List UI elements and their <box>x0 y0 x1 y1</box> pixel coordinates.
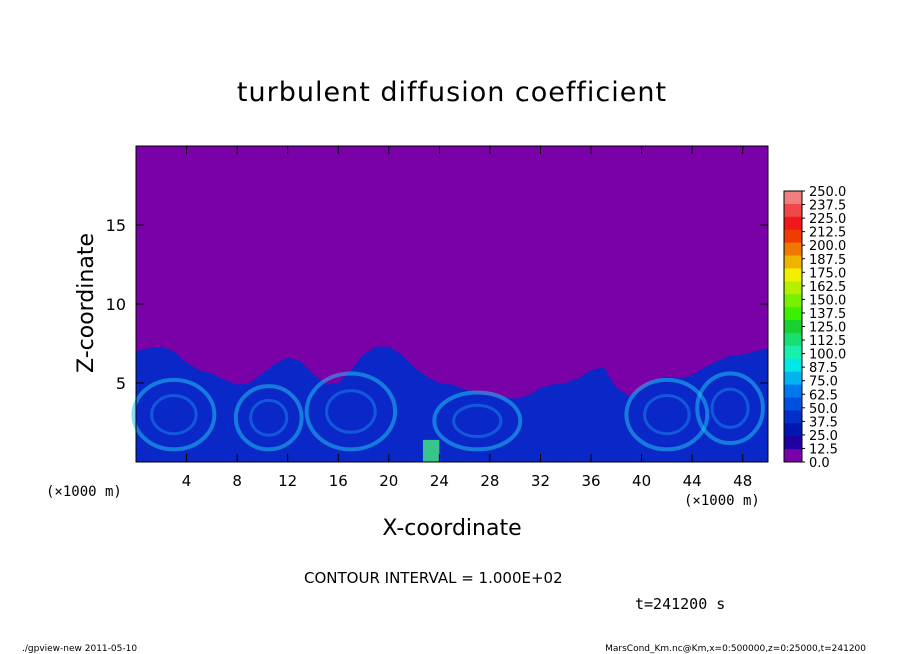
footer-right: MarsCond_Km.nc@Km,x=0:500000,z=0:25000,t… <box>605 644 866 654</box>
colorbar-swatch <box>784 449 802 463</box>
colorbar-label: 175.0 <box>809 266 846 281</box>
colorbar-label: 150.0 <box>809 293 846 308</box>
swirl-band <box>304 371 398 452</box>
y-tick-label: 10 <box>106 295 126 314</box>
x-tick-label: 12 <box>278 472 297 490</box>
colorbar-swatch <box>784 358 802 373</box>
time-label: t=241200 s <box>635 595 725 613</box>
colorbar-label: 237.5 <box>809 199 846 214</box>
colorbar-label: 37.5 <box>809 415 838 430</box>
colorbar-label: 250.0 <box>809 185 846 200</box>
x-tick-label: 40 <box>632 472 651 490</box>
chart-title: turbulent diffusion coefficient <box>237 77 667 108</box>
colorbar-swatch <box>784 229 802 244</box>
colorbar-label: 25.0 <box>809 429 838 444</box>
swirl-band <box>249 398 289 437</box>
colorbar-label: 75.0 <box>809 375 838 390</box>
colorbar-swatch <box>784 384 802 398</box>
colorbar-label: 12.5 <box>809 442 838 457</box>
colorbar-swatch <box>784 281 802 295</box>
colorbar-label: 87.5 <box>809 361 838 376</box>
colorbar-label: 212.5 <box>809 226 846 241</box>
colorbar-swatch <box>784 255 802 269</box>
swirl-band <box>131 377 217 452</box>
x-axis-label: X-coordinate <box>382 516 521 541</box>
colorbar-swatch <box>784 268 802 282</box>
colorbar-label: 50.0 <box>809 402 838 417</box>
swirl-band <box>643 393 691 436</box>
contour-interval: CONTOUR INTERVAL = 1.000E+02 <box>304 569 563 587</box>
colorbar-swatch <box>784 397 802 411</box>
colorbar-swatch <box>784 410 802 424</box>
colorbar-swatch <box>784 371 802 386</box>
x-tick-label: 32 <box>531 472 550 490</box>
colorbar-label: 62.5 <box>809 388 838 403</box>
colorbar-label: 100.0 <box>809 348 846 363</box>
colorbar-label: 125.0 <box>809 321 846 336</box>
y-tick-label: 5 <box>116 374 126 393</box>
colorbar-swatch <box>784 294 802 308</box>
colorbar-swatch <box>784 423 802 437</box>
swirl-band <box>624 377 710 452</box>
x-tick-label: 48 <box>733 472 752 490</box>
x-tick-label: 20 <box>379 472 398 490</box>
swirl-band <box>452 403 503 439</box>
y-tick-label: 15 <box>106 216 126 235</box>
x-tick-label: 16 <box>329 472 348 490</box>
y-axis-label: Z-coordinate <box>74 233 99 373</box>
x-unit-right: (×1000 m) <box>684 493 760 509</box>
hotspot <box>422 439 440 462</box>
colorbar-label: 225.0 <box>809 212 846 227</box>
turbulent-region <box>136 346 768 462</box>
colorbar-swatch <box>784 242 802 257</box>
footer-left: ./gpview-new 2011-05-10 <box>22 644 137 654</box>
swirl-band <box>695 371 765 446</box>
colorbar-label: 162.5 <box>809 280 846 295</box>
x-tick-label: 44 <box>683 472 702 490</box>
colorbar-swatch <box>784 332 802 347</box>
colorbar-label: 137.5 <box>809 307 846 322</box>
x-unit-left: (×1000 m) <box>46 484 122 500</box>
swirl-band <box>325 389 377 434</box>
x-tick-label: 36 <box>581 472 600 490</box>
colorbar-label: 187.5 <box>809 253 846 268</box>
colorbar-swatch <box>784 307 802 321</box>
colorbar-label: 0.0 <box>809 456 830 471</box>
colorbar-swatch <box>784 203 802 218</box>
colorbar-swatch <box>784 216 802 231</box>
colorbar-swatch <box>784 345 802 360</box>
colorbar-swatch <box>784 191 802 205</box>
x-tick-label: 4 <box>182 472 192 490</box>
x-tick-label: 28 <box>480 472 499 490</box>
swirl-band <box>710 387 750 429</box>
x-tick-label: 24 <box>430 472 449 490</box>
swirl-band <box>233 384 304 452</box>
swirl-band <box>150 393 198 436</box>
colorbar-label: 112.5 <box>809 334 846 349</box>
colorbar-swatch <box>784 436 802 450</box>
colorbar-swatch <box>784 320 802 334</box>
x-tick-label: 8 <box>232 472 242 490</box>
colorbar-label: 200.0 <box>809 239 846 254</box>
colorbar: 250.0237.5225.0212.5200.0187.5175.0162.5… <box>783 185 846 471</box>
swirl-band <box>432 390 523 452</box>
